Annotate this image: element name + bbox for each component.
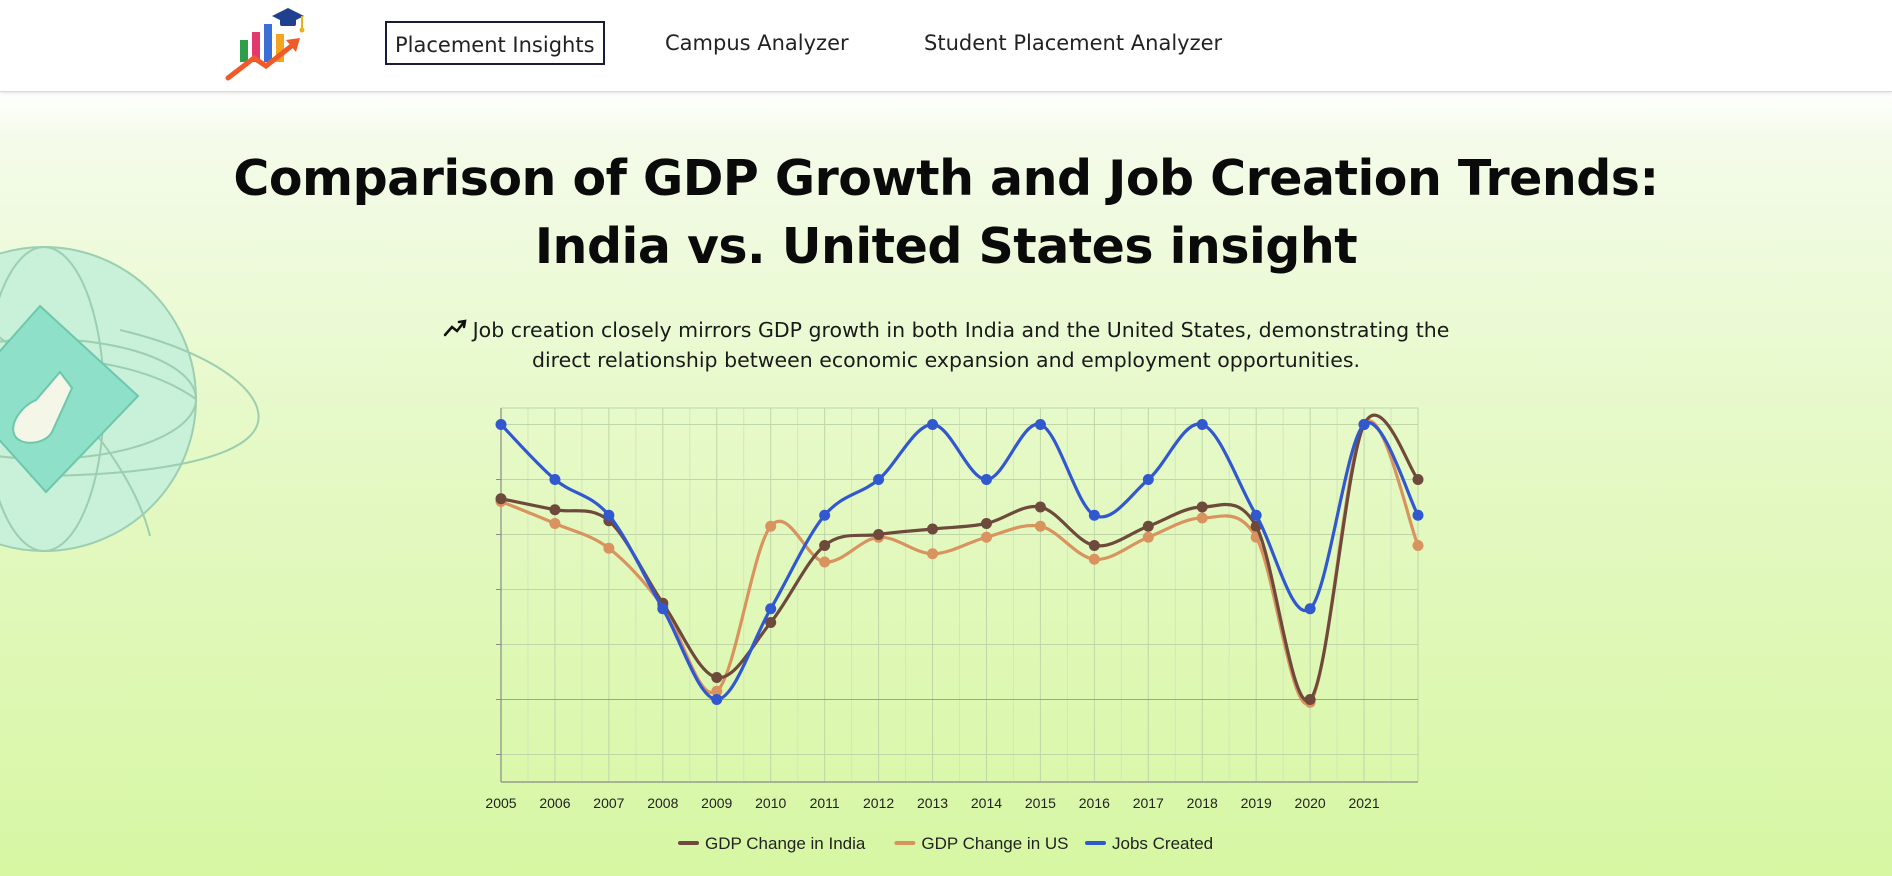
- data-point-jobs-created[interactable]: [927, 419, 939, 430]
- data-point-gdp-change-in-us[interactable]: [819, 556, 831, 568]
- data-point-gdp-change-in-us[interactable]: [711, 685, 723, 697]
- chart-legend[interactable]: GDP Change in India GDP Change in US Jobs …: [678, 834, 1213, 853]
- data-point-gdp-change-in-us[interactable]: [765, 520, 777, 532]
- data-point-jobs-created[interactable]: [980, 474, 992, 485]
- nav-student-placement-analyzer[interactable]: Student Placement Analyzer: [924, 31, 1223, 55]
- data-point-jobs-created[interactable]: [1358, 419, 1370, 430]
- placement-logo-icon[interactable]: [224, 6, 308, 82]
- data-point-jobs-created[interactable]: [1412, 509, 1424, 521]
- data-point-gdp-change-in-us[interactable]: [980, 531, 992, 543]
- x-tick-label: 2012: [863, 795, 894, 811]
- data-point-gdp-change-in-india[interactable]: [1412, 474, 1424, 485]
- trend-chart-icon: [443, 319, 467, 337]
- chart-axes: [496, 408, 1418, 783]
- data-point-gdp-change-in-us[interactable]: [1412, 540, 1424, 551]
- x-tick-label: 2015: [1025, 795, 1056, 811]
- data-point-jobs-created[interactable]: [1088, 509, 1100, 521]
- insight-text: Job creation closely mirrors GDP growth …: [350, 315, 1542, 375]
- data-point-gdp-change-in-india[interactable]: [980, 518, 992, 529]
- x-tick-label: 2021: [1348, 795, 1379, 811]
- x-tick-label: 2011: [810, 795, 840, 811]
- data-point-jobs-created[interactable]: [765, 603, 777, 615]
- data-point-jobs-created[interactable]: [819, 509, 831, 521]
- page-title-line-2: India vs. United States insight: [534, 218, 1358, 275]
- legend-item-jobs-created[interactable]: Jobs Created: [1085, 834, 1213, 853]
- chart-grid: [500, 407, 1419, 782]
- insight-line-1: Job creation closely mirrors GDP growth …: [472, 318, 1450, 342]
- x-tick-label: 2010: [755, 795, 786, 811]
- data-point-gdp-change-in-india[interactable]: [1088, 540, 1100, 551]
- data-point-jobs-created[interactable]: [711, 694, 723, 705]
- data-point-gdp-change-in-us[interactable]: [603, 542, 615, 554]
- data-point-gdp-change-in-india[interactable]: [549, 504, 561, 516]
- nav-campus-analyzer[interactable]: Campus Analyzer: [665, 31, 849, 55]
- data-point-gdp-change-in-us[interactable]: [927, 548, 939, 560]
- x-tick-label: 2018: [1187, 795, 1218, 811]
- x-tick-label: 2017: [1133, 795, 1164, 811]
- nav-placement-insights[interactable]: Placement Insights: [385, 21, 605, 65]
- legend-label: GDP Change in India: [705, 834, 866, 853]
- data-point-gdp-change-in-india[interactable]: [1034, 501, 1046, 513]
- legend-item-gdp-change-in-us[interactable]: GDP Change in US: [894, 834, 1069, 853]
- x-tick-label: 2008: [647, 795, 678, 811]
- data-point-gdp-change-in-india[interactable]: [819, 540, 831, 551]
- x-tick-label: 2019: [1241, 795, 1272, 811]
- data-point-gdp-change-in-india[interactable]: [1196, 501, 1208, 513]
- chart-series: [495, 413, 1424, 708]
- data-point-gdp-change-in-india[interactable]: [1142, 520, 1154, 532]
- data-point-jobs-created[interactable]: [1196, 419, 1208, 430]
- legend-item-gdp-change-in-india[interactable]: GDP Change in India: [678, 834, 866, 853]
- legend-label: Jobs Created: [1112, 834, 1213, 853]
- data-point-gdp-change-in-india[interactable]: [765, 617, 777, 628]
- decorative-globe-icon: [0, 246, 260, 552]
- x-axis-tick-labels: 2005 2006 2007 2008 2009 2010 2011 2012 2013 2014…: [485, 795, 1379, 811]
- data-point-gdp-change-in-india[interactable]: [495, 493, 507, 505]
- data-point-gdp-change-in-us[interactable]: [549, 518, 561, 529]
- x-tick-label: 2009: [701, 795, 732, 811]
- data-point-jobs-created[interactable]: [1142, 474, 1154, 485]
- insight-line-2: direct relationship between economic exp…: [531, 348, 1361, 372]
- data-point-jobs-created[interactable]: [1304, 603, 1316, 615]
- page-title: Comparison of GDP Growth and Job Creatio…: [150, 145, 1742, 281]
- legend-label: GDP Change in US: [921, 834, 1068, 853]
- top-navbar: Placement Insights Campus Analyzer Stude…: [0, 0, 1892, 92]
- data-point-jobs-created[interactable]: [549, 474, 561, 485]
- data-point-jobs-created[interactable]: [603, 509, 615, 521]
- data-point-gdp-change-in-us[interactable]: [1034, 520, 1046, 532]
- data-point-gdp-change-in-india[interactable]: [1304, 694, 1316, 705]
- data-point-jobs-created[interactable]: [1250, 509, 1262, 521]
- data-point-jobs-created[interactable]: [657, 603, 669, 615]
- data-point-gdp-change-in-india[interactable]: [711, 672, 723, 683]
- data-point-gdp-change-in-us[interactable]: [1142, 531, 1154, 543]
- gdp-jobs-line-chart: 2005 2006 2007 2008 2009 2010 2011 2012 2013 2014…: [485, 407, 1424, 853]
- x-tick-label: 2016: [1079, 795, 1110, 811]
- x-tick-label: 2014: [971, 795, 1002, 811]
- data-point-jobs-created[interactable]: [495, 419, 507, 430]
- x-tick-label: 2007: [593, 795, 624, 811]
- data-point-jobs-created[interactable]: [1034, 419, 1046, 430]
- data-point-gdp-change-in-india[interactable]: [927, 523, 939, 535]
- data-point-gdp-change-in-us[interactable]: [1196, 512, 1208, 524]
- page-title-line-1: Comparison of GDP Growth and Job Creatio…: [233, 150, 1659, 207]
- x-tick-label: 2020: [1295, 795, 1326, 811]
- data-point-gdp-change-in-us[interactable]: [1088, 553, 1100, 565]
- x-tick-label: 2005: [485, 795, 516, 811]
- data-point-jobs-created[interactable]: [873, 474, 885, 485]
- x-tick-label: 2006: [539, 795, 570, 811]
- x-tick-label: 2013: [917, 795, 948, 811]
- data-point-gdp-change-in-india[interactable]: [873, 529, 885, 540]
